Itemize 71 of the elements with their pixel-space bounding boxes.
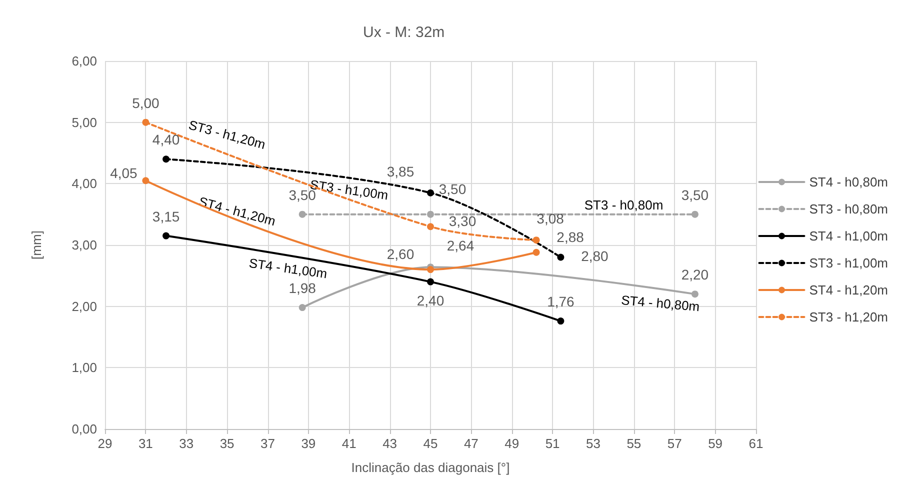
point (427, 223, 434, 230)
point (427, 189, 434, 196)
point (162, 232, 170, 240)
y-tick-label: 5,00 (72, 114, 97, 130)
y-tick-label: 2,00 (72, 298, 97, 314)
data-label: 1,76 (547, 294, 575, 310)
legend-label: ST3 - h1,00m (809, 256, 888, 270)
x-tick-label: 37 (260, 436, 275, 451)
legend-label: ST4 - h1,20m (809, 282, 888, 298)
annotation: ST3 - h0,80m (584, 198, 664, 213)
data-label: 2,40 (416, 292, 444, 308)
data-label: 3,50 (681, 186, 709, 203)
point (162, 156, 170, 163)
x-tick-label: 61 (748, 436, 764, 451)
point (142, 118, 150, 126)
x-tick-label: 49 (504, 436, 520, 451)
legend-label: ST4 - h1,00m (809, 228, 888, 244)
x-tick-label: 45 (423, 436, 438, 451)
data-label: 3,08 (536, 210, 564, 227)
point (691, 210, 698, 218)
x-axis-title: Inclinação das diagonais [°] (351, 460, 510, 475)
x-tick-label: 35 (220, 436, 234, 451)
data-label: 2,88 (556, 228, 584, 245)
data-label: 5,00 (132, 94, 160, 111)
data-label: 2,80 (581, 248, 609, 264)
y-tick-label: 0,00 (72, 422, 97, 436)
point (427, 266, 434, 274)
point (427, 278, 434, 286)
annotation: ST4 - h1,00m (248, 255, 328, 282)
data-label: 3,30 (448, 213, 476, 230)
x-tick-label: 57 (667, 436, 682, 451)
x-tick-label: 41 (342, 436, 356, 451)
x-tick-label: 47 (464, 436, 478, 451)
y-tick-label: 4,00 (72, 176, 97, 192)
point (557, 254, 564, 261)
legend-label: ST3 - h0,80m (809, 202, 888, 216)
point (298, 210, 306, 218)
point (532, 248, 540, 256)
annotation: ST4 - h0,80m (620, 292, 700, 314)
data-label: 4,40 (152, 132, 180, 148)
x-tick-label: 55 (626, 436, 642, 451)
point (691, 290, 698, 298)
data-label: 2,20 (681, 266, 709, 283)
x-tick-label: 53 (586, 436, 600, 451)
data-label: 3,85 (386, 163, 414, 180)
data-label: 1,98 (288, 280, 316, 296)
x-tick-label: 33 (179, 436, 194, 451)
x-tick-label: 43 (382, 436, 398, 451)
y-axis-title: [mm] (29, 230, 44, 260)
x-tick-label: 51 (545, 436, 560, 451)
y-tick-label: 6,00 (72, 54, 97, 68)
x-tick-label: 29 (98, 436, 112, 451)
data-label: 3,15 (152, 208, 180, 224)
data-label: 2,60 (386, 246, 414, 262)
y-tick-label: 1,00 (72, 360, 97, 376)
point (142, 177, 150, 184)
point (298, 304, 306, 312)
point (427, 210, 434, 218)
x-tick-label: 59 (708, 436, 723, 451)
point (532, 236, 540, 244)
chart-title: Ux - M: 32m (363, 24, 445, 41)
data-label: 4,05 (110, 165, 138, 182)
x-tick-label: 39 (301, 436, 316, 451)
x-tick-label: 31 (138, 436, 153, 451)
data-label: 2,64 (446, 238, 474, 254)
legend-label: ST3 - h1,20m (809, 310, 888, 324)
point (557, 318, 564, 325)
annotation: ST3 - h1,20m (187, 117, 268, 152)
legend-label: ST4 - h0,80m (809, 174, 888, 190)
y-tick-label: 3,00 (72, 238, 97, 252)
data-label: 3,50 (438, 180, 466, 197)
